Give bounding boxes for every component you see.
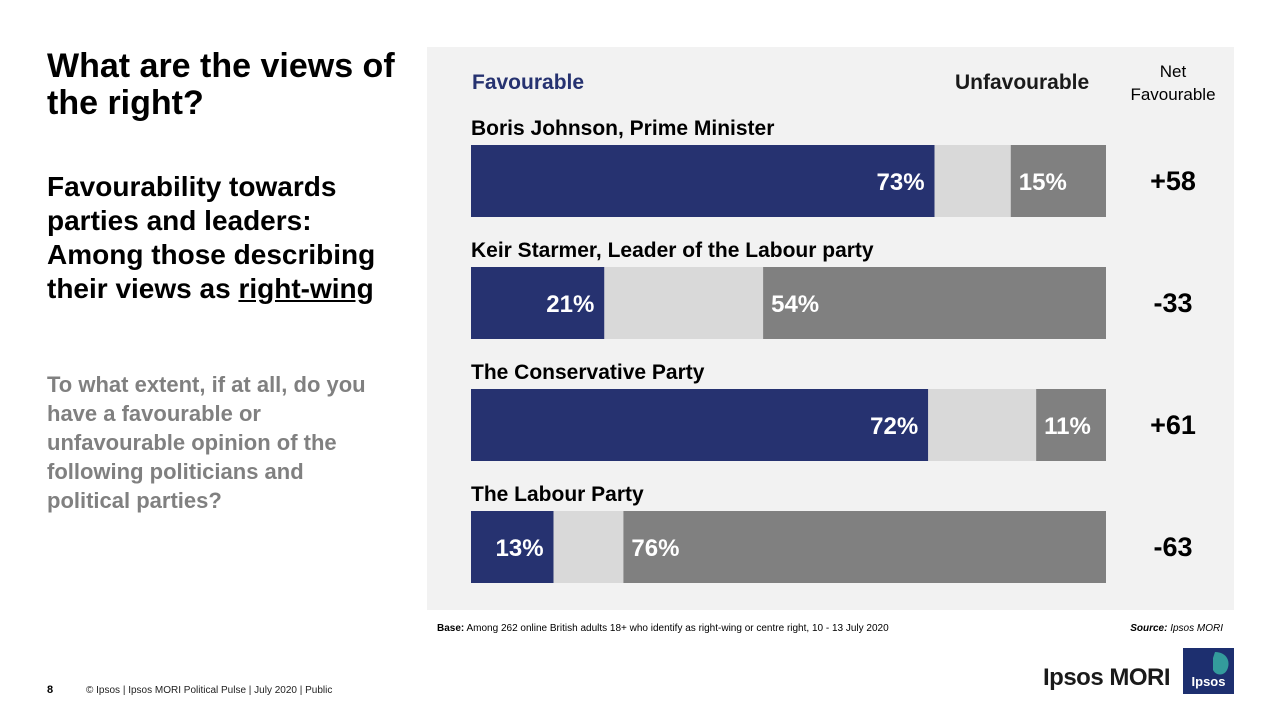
bar-favourable-2 bbox=[471, 267, 605, 339]
data-label-favourable-1: 73% bbox=[877, 169, 925, 196]
bar-favourable-3 bbox=[471, 389, 929, 461]
data-label-unfavourable-1: 15% bbox=[1019, 169, 1067, 196]
bar-unfavourable-4 bbox=[623, 511, 1106, 583]
footer-text: © Ipsos | Ipsos MORI Political Pulse | J… bbox=[86, 685, 333, 696]
base-text: Among 262 online British adults 18+ who … bbox=[466, 623, 889, 634]
base-note: Base: Among 262 online British adults 18… bbox=[437, 623, 889, 634]
data-label-unfavourable-4: 76% bbox=[631, 535, 679, 562]
data-label-unfavourable-3: 11% bbox=[1044, 413, 1091, 440]
unfavourable-header: Unfavourable bbox=[955, 71, 1090, 94]
category-label-boris-johnson-prime-minister: Boris Johnson, Prime Minister bbox=[471, 117, 774, 140]
source-label: Source: bbox=[1130, 623, 1168, 634]
slide-subtitle: Favourability towards parties and leader… bbox=[47, 170, 397, 306]
net-value-3: +61 bbox=[1150, 410, 1196, 440]
logo-text: Ipsos bbox=[1192, 674, 1226, 689]
bar-favourable-4 bbox=[471, 511, 554, 583]
data-label-unfavourable-2: 54% bbox=[771, 291, 819, 318]
page-number: 8 bbox=[47, 684, 54, 696]
bar-neither-3 bbox=[928, 389, 1037, 461]
data-label-favourable-4: 13% bbox=[496, 535, 544, 562]
bar-unfavourable-3 bbox=[1036, 389, 1106, 461]
data-label-favourable-3: 72% bbox=[870, 413, 918, 440]
brand-name: Ipsos MORI bbox=[1043, 664, 1171, 691]
subtitle-text: Favourability towards parties and leader… bbox=[47, 171, 376, 304]
net-value-2: -33 bbox=[1153, 288, 1192, 318]
category-label-the-labour-party: The Labour Party bbox=[471, 483, 644, 506]
source-text: Ipsos MORI bbox=[1170, 623, 1223, 634]
ipsos-logo: Ipsos bbox=[1183, 648, 1234, 694]
data-label-favourable-2: 21% bbox=[546, 291, 594, 318]
logo-swoosh bbox=[1213, 652, 1229, 675]
bar-unfavourable-1 bbox=[1010, 145, 1106, 217]
base-label: Base: bbox=[437, 623, 465, 634]
bar-neither-1 bbox=[934, 145, 1011, 217]
slide-title: What are the views of the right? bbox=[47, 47, 395, 122]
category-label-keir-starmer-leader-of-the-labour-party: Keir Starmer, Leader of the Labour party bbox=[471, 239, 874, 262]
bar-neither-4 bbox=[553, 511, 624, 583]
category-label-the-conservative-party: The Conservative Party bbox=[471, 361, 705, 384]
survey-question: To what extent, if at all, do you have a… bbox=[47, 372, 366, 513]
bar-favourable-1 bbox=[471, 145, 935, 217]
net-value-4: -63 bbox=[1153, 532, 1192, 562]
favourable-header: Favourable bbox=[472, 71, 585, 94]
net-favourable-header: Net Favourable bbox=[1130, 62, 1216, 104]
bar-unfavourable-2 bbox=[763, 267, 1106, 339]
source-note: Source: Ipsos MORI bbox=[1130, 623, 1223, 634]
net-value-1: +58 bbox=[1150, 166, 1196, 196]
bar-neither-2 bbox=[604, 267, 764, 339]
subtitle-emphasis: right-wing bbox=[238, 273, 374, 304]
